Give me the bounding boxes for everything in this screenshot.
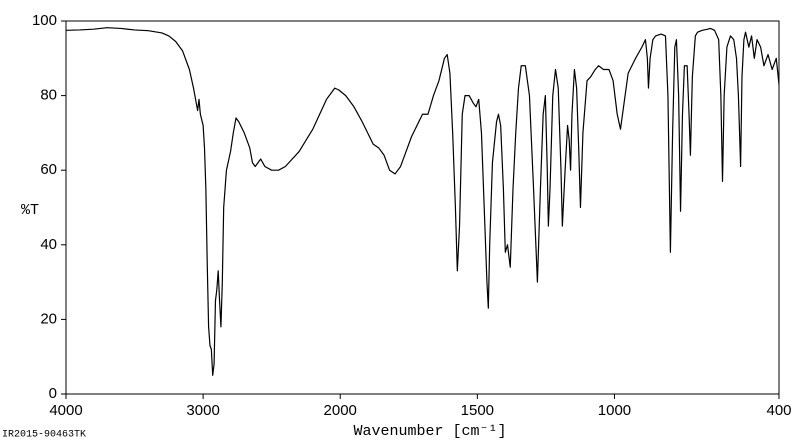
x-tick-label: 1000: [598, 402, 631, 419]
x-tick-label: 4000: [49, 402, 82, 419]
y-tick-label: 20: [40, 310, 57, 327]
x-tick-label: 3000: [186, 402, 219, 419]
x-tick-label: 2000: [324, 402, 357, 419]
y-tick-label: 60: [40, 161, 57, 178]
x-tick-label: 400: [766, 402, 791, 419]
y-tick-label: 0: [49, 385, 57, 402]
sample-id: IR2015-90463TK: [2, 430, 86, 441]
y-axis-label: %T: [21, 202, 39, 219]
y-tick-label: 40: [40, 236, 57, 253]
plot-frame: [65, 20, 780, 395]
spectrum-line: [65, 27, 780, 376]
y-tick-label: 80: [40, 87, 57, 104]
x-axis-label: Wavenumber [cm⁻¹]: [353, 423, 506, 440]
x-tick-label: 1500: [461, 402, 494, 419]
y-tick-label: 100: [32, 12, 57, 29]
